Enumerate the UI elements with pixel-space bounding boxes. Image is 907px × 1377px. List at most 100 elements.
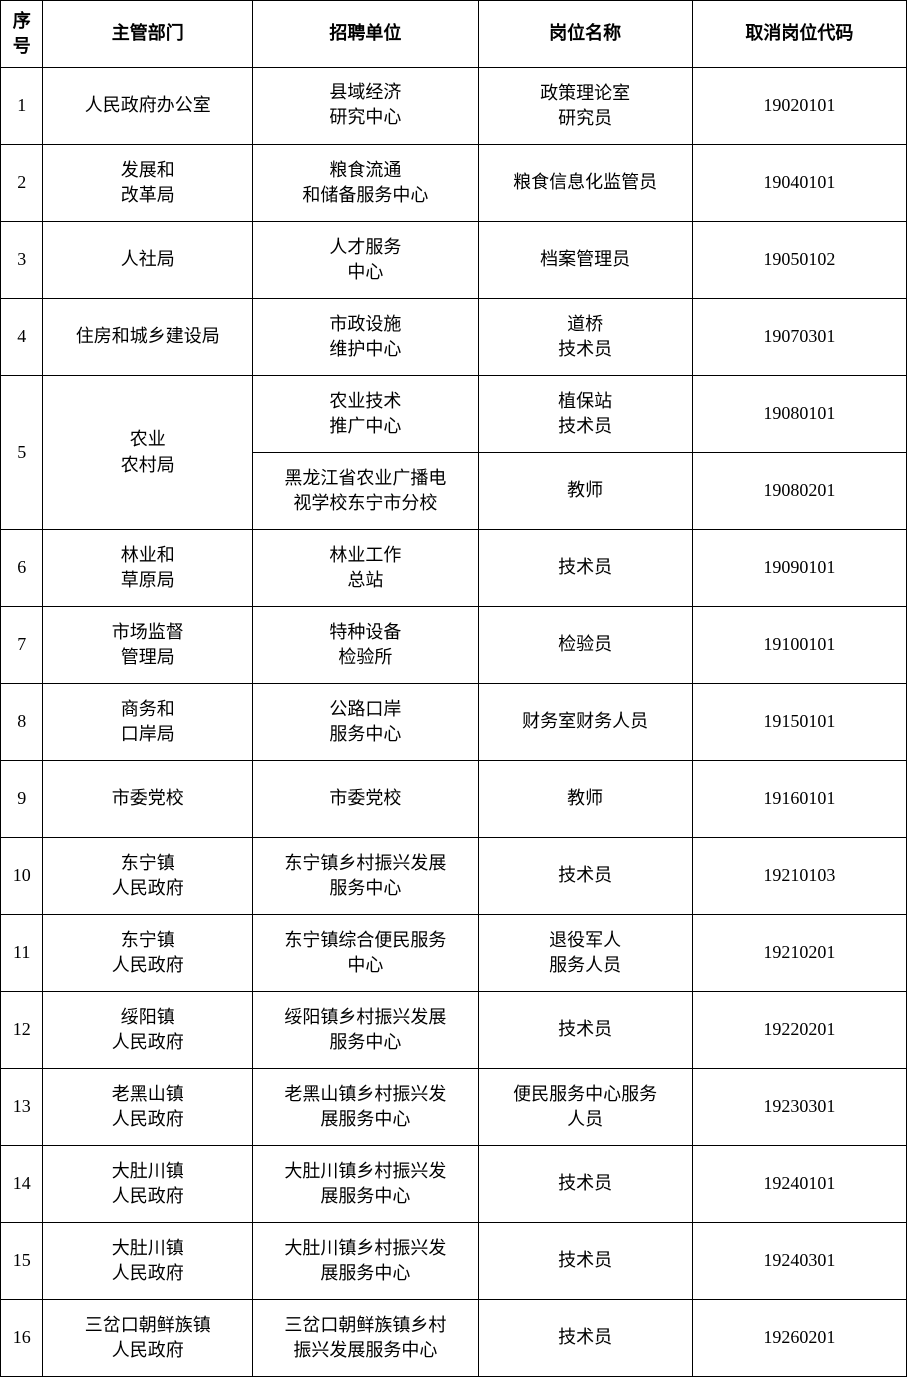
cell-position: 技术员 <box>478 1146 692 1223</box>
cell-dept: 东宁镇人民政府 <box>43 838 253 915</box>
table-row: 2发展和改革局粮食流通和储备服务中心粮食信息化监管员19040101 <box>1 145 907 222</box>
table-row: 8商务和口岸局公路口岸服务中心财务室财务人员19150101 <box>1 684 907 761</box>
cell-index: 14 <box>1 1146 43 1223</box>
cell-index: 15 <box>1 1223 43 1300</box>
cell-code: 19210201 <box>692 915 906 992</box>
cell-index: 3 <box>1 222 43 299</box>
table-row: 16三岔口朝鲜族镇人民政府三岔口朝鲜族镇乡村振兴发展服务中心技术员1926020… <box>1 1300 907 1377</box>
cell-unit: 大肚川镇乡村振兴发展服务中心 <box>253 1223 478 1300</box>
cell-code: 19240301 <box>692 1223 906 1300</box>
table-row: 10东宁镇人民政府东宁镇乡村振兴发展服务中心技术员19210103 <box>1 838 907 915</box>
cell-unit: 农业技术推广中心 <box>253 376 478 453</box>
cell-dept: 农业农村局 <box>43 376 253 530</box>
table-header-row: 序号 主管部门 招聘单位 岗位名称 取消岗位代码 <box>1 1 907 68</box>
header-index: 序号 <box>1 1 43 68</box>
table-row: 15大肚川镇人民政府大肚川镇乡村振兴发展服务中心技术员19240301 <box>1 1223 907 1300</box>
cell-unit: 绥阳镇乡村振兴发展服务中心 <box>253 992 478 1069</box>
cell-index: 4 <box>1 299 43 376</box>
cell-unit: 粮食流通和储备服务中心 <box>253 145 478 222</box>
cell-index: 13 <box>1 1069 43 1146</box>
recruitment-table: 序号 主管部门 招聘单位 岗位名称 取消岗位代码 1人民政府办公室县域经济研究中… <box>0 0 907 1377</box>
table-body: 1人民政府办公室县域经济研究中心政策理论室研究员190201012发展和改革局粮… <box>1 68 907 1377</box>
cell-dept: 发展和改革局 <box>43 145 253 222</box>
cell-index: 8 <box>1 684 43 761</box>
cell-position: 技术员 <box>478 838 692 915</box>
cell-dept: 市委党校 <box>43 761 253 838</box>
cell-unit: 市政设施维护中心 <box>253 299 478 376</box>
cell-code: 19230301 <box>692 1069 906 1146</box>
cell-position: 技术员 <box>478 992 692 1069</box>
cell-dept: 东宁镇人民政府 <box>43 915 253 992</box>
cell-dept: 大肚川镇人民政府 <box>43 1146 253 1223</box>
cell-code: 19210103 <box>692 838 906 915</box>
cell-code: 19090101 <box>692 530 906 607</box>
cell-index: 16 <box>1 1300 43 1377</box>
cell-position: 技术员 <box>478 530 692 607</box>
cell-position: 政策理论室研究员 <box>478 68 692 145</box>
cell-dept: 大肚川镇人民政府 <box>43 1223 253 1300</box>
cell-dept: 商务和口岸局 <box>43 684 253 761</box>
cell-unit: 县域经济研究中心 <box>253 68 478 145</box>
cell-index: 11 <box>1 915 43 992</box>
cell-code: 19150101 <box>692 684 906 761</box>
cell-unit: 东宁镇乡村振兴发展服务中心 <box>253 838 478 915</box>
cell-index: 6 <box>1 530 43 607</box>
cell-index: 10 <box>1 838 43 915</box>
cell-position: 财务室财务人员 <box>478 684 692 761</box>
cell-position: 检验员 <box>478 607 692 684</box>
cell-index: 7 <box>1 607 43 684</box>
table-row: 7市场监督管理局特种设备检验所检验员19100101 <box>1 607 907 684</box>
cell-code: 19080101 <box>692 376 906 453</box>
cell-code: 19260201 <box>692 1300 906 1377</box>
cell-position: 道桥技术员 <box>478 299 692 376</box>
cell-dept: 老黑山镇人民政府 <box>43 1069 253 1146</box>
cell-code: 19020101 <box>692 68 906 145</box>
cell-position: 退役军人服务人员 <box>478 915 692 992</box>
cell-dept: 林业和草原局 <box>43 530 253 607</box>
cell-code: 19160101 <box>692 761 906 838</box>
cell-index: 5 <box>1 376 43 530</box>
cell-code: 19050102 <box>692 222 906 299</box>
cell-code: 19040101 <box>692 145 906 222</box>
table-row: 11东宁镇人民政府东宁镇综合便民服务中心退役军人服务人员19210201 <box>1 915 907 992</box>
cell-code: 19240101 <box>692 1146 906 1223</box>
table-row: 12绥阳镇人民政府绥阳镇乡村振兴发展服务中心技术员19220201 <box>1 992 907 1069</box>
cell-position: 便民服务中心服务人员 <box>478 1069 692 1146</box>
cell-dept: 三岔口朝鲜族镇人民政府 <box>43 1300 253 1377</box>
cell-unit: 大肚川镇乡村振兴发展服务中心 <box>253 1146 478 1223</box>
table-row: 4住房和城乡建设局市政设施维护中心道桥技术员19070301 <box>1 299 907 376</box>
table-row: 3人社局人才服务中心档案管理员19050102 <box>1 222 907 299</box>
cell-dept: 人社局 <box>43 222 253 299</box>
cell-index: 2 <box>1 145 43 222</box>
table-row: 14大肚川镇人民政府大肚川镇乡村振兴发展服务中心技术员19240101 <box>1 1146 907 1223</box>
table-row: 9市委党校市委党校教师19160101 <box>1 761 907 838</box>
cell-unit: 公路口岸服务中心 <box>253 684 478 761</box>
cell-unit: 人才服务中心 <box>253 222 478 299</box>
header-position: 岗位名称 <box>478 1 692 68</box>
header-unit: 招聘单位 <box>253 1 478 68</box>
header-code: 取消岗位代码 <box>692 1 906 68</box>
cell-unit: 东宁镇综合便民服务中心 <box>253 915 478 992</box>
table-row: 13老黑山镇人民政府老黑山镇乡村振兴发展服务中心便民服务中心服务人员192303… <box>1 1069 907 1146</box>
cell-position: 教师 <box>478 761 692 838</box>
table-row: 5农业农村局农业技术推广中心植保站技术员19080101 <box>1 376 907 453</box>
cell-code: 19220201 <box>692 992 906 1069</box>
cell-unit: 林业工作总站 <box>253 530 478 607</box>
cell-position: 植保站技术员 <box>478 376 692 453</box>
cell-position: 粮食信息化监管员 <box>478 145 692 222</box>
cell-position: 技术员 <box>478 1223 692 1300</box>
cell-code: 19100101 <box>692 607 906 684</box>
cell-dept: 住房和城乡建设局 <box>43 299 253 376</box>
cell-unit: 三岔口朝鲜族镇乡村振兴发展服务中心 <box>253 1300 478 1377</box>
cell-position: 教师 <box>478 453 692 530</box>
cell-unit: 市委党校 <box>253 761 478 838</box>
cell-index: 12 <box>1 992 43 1069</box>
cell-dept: 绥阳镇人民政府 <box>43 992 253 1069</box>
cell-code: 19070301 <box>692 299 906 376</box>
cell-dept: 人民政府办公室 <box>43 68 253 145</box>
cell-position: 技术员 <box>478 1300 692 1377</box>
cell-unit: 黑龙江省农业广播电视学校东宁市分校 <box>253 453 478 530</box>
table-row: 6林业和草原局林业工作总站技术员19090101 <box>1 530 907 607</box>
table-row: 1人民政府办公室县域经济研究中心政策理论室研究员19020101 <box>1 68 907 145</box>
cell-position: 档案管理员 <box>478 222 692 299</box>
